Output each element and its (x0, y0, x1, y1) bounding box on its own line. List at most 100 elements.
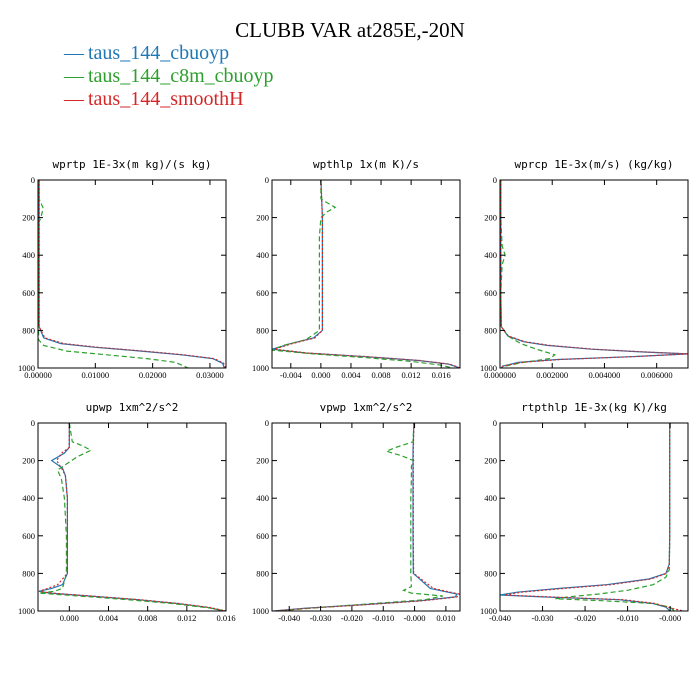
subplot-title: vpwp 1xm^2/s^2 (320, 401, 413, 414)
x-tick-label: -0.000 (404, 613, 426, 623)
x-tick-label: 0.000000 (484, 370, 516, 380)
x-tick-label: 0.004 (341, 370, 361, 380)
series-line-3 (274, 180, 460, 368)
subplot-3: wprcp 1E-3x(m/s) (kg/kg) 0 200 400 600 800 100… (480, 158, 689, 380)
x-tick-label: 0.004000 (589, 370, 621, 380)
series-line-3 (38, 423, 226, 611)
legend-swatch: — (64, 65, 84, 87)
y-tick-label: 1000 (480, 363, 497, 373)
series-line-3 (500, 180, 688, 368)
y-tick-label: 400 (256, 493, 269, 503)
legend-label: taus_144_smoothH (88, 88, 244, 110)
x-tick-label: 0.01000 (82, 370, 110, 380)
legend-label: taus_144_c8m_cbuoyp (88, 65, 274, 87)
y-tick-label: 200 (22, 213, 35, 223)
y-tick-label: 400 (484, 493, 497, 503)
x-tick-label: -0.000 (659, 613, 681, 623)
x-tick-label: -0.030 (310, 613, 332, 623)
series-line-2 (272, 180, 453, 368)
y-tick-label: 1000 (18, 606, 35, 616)
legend-swatch: — (64, 42, 84, 64)
x-tick-label: 0.012 (402, 370, 421, 380)
subplot-title: upwp 1xm^2/s^2 (86, 401, 179, 414)
series-line-1 (38, 180, 225, 368)
y-tick-label: 800 (484, 325, 497, 335)
subplot-2: wpthlp 1x(m K)/s 0 200 400 600 800 1000 -0.004 0… (252, 158, 461, 380)
x-tick-label: 0.016 (216, 613, 235, 623)
series-line-1 (272, 180, 460, 368)
y-tick-label: 400 (484, 250, 497, 260)
x-tick-label: 0.000 (311, 370, 330, 380)
x-tick-label: -0.020 (341, 613, 363, 623)
y-tick-label: 800 (256, 325, 269, 335)
x-tick-label: 0.008 (371, 370, 390, 380)
subplot-title: wpthlp 1x(m K)/s (313, 158, 419, 171)
y-tick-label: 0 (31, 175, 35, 185)
plot-frame (37, 422, 227, 612)
y-tick-label: 800 (22, 568, 35, 578)
y-tick-label: 400 (22, 493, 35, 503)
subplot-4: upwp 1xm^2/s^2 0 200 400 600 800 1000 0.000 0.00… (18, 401, 236, 623)
y-tick-label: 800 (22, 325, 35, 335)
y-tick-label: 800 (256, 568, 269, 578)
y-tick-label: 200 (484, 213, 497, 223)
legend-swatch: — (64, 88, 84, 110)
y-tick-label: 600 (484, 531, 497, 541)
y-tick-label: 1000 (480, 606, 497, 616)
y-tick-label: 400 (256, 250, 269, 260)
plot-frame (271, 422, 461, 612)
plot-frame (37, 179, 227, 369)
x-tick-label: -0.004 (280, 370, 303, 380)
y-tick-label: 0 (493, 418, 497, 428)
series-line-3 (274, 423, 460, 611)
x-tick-label: 0.00000 (24, 370, 52, 380)
legend-item-series-2: — taus_144_c8m_cbuoyp (64, 65, 274, 88)
plot-frame (271, 179, 461, 369)
subplot-title: wprtp 1E-3x(m kg)/(s kg) (53, 158, 212, 171)
y-tick-label: 600 (256, 288, 269, 298)
y-tick-label: 200 (22, 456, 35, 466)
x-tick-label: 0.012 (177, 613, 196, 623)
y-tick-label: 400 (22, 250, 35, 260)
x-tick-label: 0.004 (99, 613, 119, 623)
x-tick-label: 0.006000 (641, 370, 673, 380)
x-tick-label: 0.008 (138, 613, 157, 623)
y-tick-label: 0 (31, 418, 35, 428)
series-line-1 (500, 180, 688, 368)
series-line-1 (38, 423, 225, 611)
y-tick-label: 600 (256, 531, 269, 541)
y-tick-label: 0 (265, 175, 269, 185)
subplot-title: rtpthlp 1E-3x(kg K)/kg (521, 401, 667, 414)
plot-frame (499, 422, 689, 612)
x-tick-label: -0.010 (372, 613, 394, 623)
x-tick-label: 0.02000 (139, 370, 167, 380)
legend-label: taus_144_cbuoyp (88, 42, 230, 64)
series-line-1 (500, 423, 671, 611)
legend-item-series-3: — taus_144_smoothH (64, 88, 274, 111)
plot-frame (499, 179, 689, 369)
series-line-2 (38, 180, 189, 368)
y-tick-label: 600 (484, 288, 497, 298)
x-tick-label: 0.016 (432, 370, 451, 380)
y-tick-label: 0 (265, 418, 269, 428)
x-tick-label: -0.040 (489, 613, 511, 623)
y-tick-label: 800 (484, 568, 497, 578)
series-line-2 (555, 423, 675, 611)
chart-title: CLUBB VAR at285E,-20N (235, 18, 465, 42)
x-tick-label: -0.030 (532, 613, 554, 623)
y-tick-label: 600 (22, 288, 35, 298)
subplot-6: rtpthlp 1E-3x(kg K)/kg02004006008001000-… (480, 401, 689, 623)
series-line-1 (273, 423, 458, 611)
y-tick-label: 1000 (18, 363, 35, 373)
y-tick-label: 600 (22, 531, 35, 541)
x-tick-label: 0.000 (60, 613, 79, 623)
subplot-1: wprtp 1E-3x(m kg)/(s kg) 0 200 400 600 800 100… (18, 158, 227, 380)
x-tick-label: 0.03000 (196, 370, 224, 380)
legend-item-series-1: — taus_144_cbuoyp (64, 42, 274, 65)
x-tick-label: 0.002000 (536, 370, 568, 380)
series-line-3 (38, 180, 226, 368)
subplot-5: vpwp 1xm^2/s^2 0 200 400 600 800 1000 -0.040 -0.… (252, 401, 461, 623)
x-tick-label: -0.010 (617, 613, 639, 623)
x-tick-label: 0.010 (436, 613, 455, 623)
